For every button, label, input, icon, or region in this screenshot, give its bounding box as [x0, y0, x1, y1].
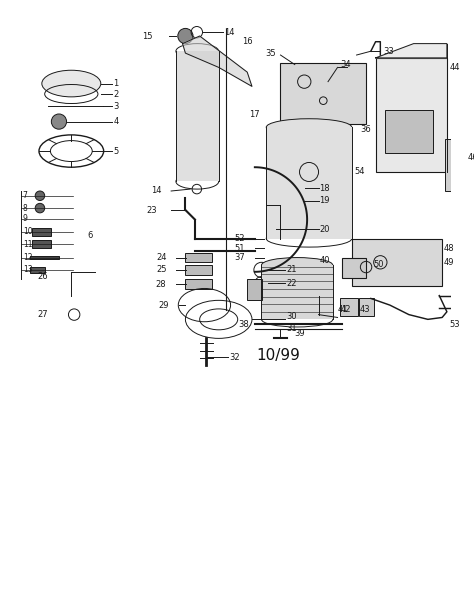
Bar: [266, 127, 352, 239]
Text: 38: 38: [238, 320, 249, 328]
Bar: [359, 298, 374, 316]
Text: 10: 10: [23, 227, 32, 236]
Circle shape: [51, 114, 66, 129]
Text: 7: 7: [23, 191, 27, 200]
Text: 26: 26: [37, 272, 47, 281]
Circle shape: [35, 191, 45, 201]
Ellipse shape: [262, 257, 333, 273]
Bar: [185, 253, 212, 262]
Text: 22: 22: [286, 279, 297, 288]
Text: 33: 33: [383, 47, 394, 56]
Text: 48: 48: [444, 244, 455, 252]
Text: 19: 19: [319, 196, 330, 205]
Text: 46: 46: [468, 154, 474, 162]
Text: 28: 28: [156, 280, 166, 289]
Polygon shape: [182, 36, 252, 87]
Bar: [281, 63, 366, 125]
Bar: [445, 139, 466, 191]
Bar: [30, 267, 45, 273]
Text: 41: 41: [337, 305, 348, 314]
Text: 30: 30: [286, 312, 297, 321]
Bar: [185, 279, 212, 289]
Text: 10/99: 10/99: [257, 348, 301, 363]
Text: 1: 1: [113, 79, 118, 88]
Bar: [32, 228, 51, 236]
Bar: [30, 255, 59, 260]
Text: 25: 25: [156, 265, 166, 274]
Bar: [247, 279, 263, 300]
Text: 9: 9: [23, 214, 27, 223]
Text: 52: 52: [235, 234, 246, 243]
Text: 49: 49: [444, 258, 455, 267]
Text: 5: 5: [113, 147, 118, 155]
Text: 36: 36: [360, 125, 371, 134]
Text: 51: 51: [235, 244, 246, 252]
Text: 21: 21: [286, 265, 297, 274]
Text: 11: 11: [23, 239, 32, 249]
Bar: [385, 110, 433, 153]
Text: 31: 31: [286, 324, 297, 333]
Circle shape: [178, 28, 193, 44]
Circle shape: [35, 203, 45, 213]
Text: 37: 37: [235, 253, 246, 262]
Text: 2: 2: [113, 90, 118, 98]
Text: 12: 12: [23, 253, 32, 262]
Bar: [340, 298, 357, 316]
Text: 24: 24: [156, 253, 166, 262]
Text: 40: 40: [319, 256, 330, 265]
Bar: [32, 241, 51, 248]
Bar: [342, 257, 366, 279]
Text: 34: 34: [340, 60, 351, 69]
Text: 4: 4: [113, 117, 118, 126]
Text: 23: 23: [146, 206, 157, 214]
Text: 13: 13: [23, 265, 32, 274]
Text: 50: 50: [374, 260, 384, 269]
Text: 27: 27: [37, 310, 47, 319]
Bar: [176, 51, 219, 182]
Text: 53: 53: [450, 320, 460, 328]
Text: 14: 14: [151, 187, 162, 195]
Bar: [375, 58, 447, 172]
Text: 43: 43: [359, 305, 370, 314]
Ellipse shape: [266, 119, 352, 136]
Text: 44: 44: [450, 63, 460, 72]
Text: 14: 14: [224, 28, 235, 37]
Ellipse shape: [42, 70, 101, 97]
Text: 6: 6: [88, 231, 93, 240]
Bar: [262, 265, 333, 319]
Text: 18: 18: [319, 184, 330, 193]
Text: 17: 17: [249, 111, 260, 120]
Text: 42: 42: [340, 305, 351, 314]
Text: 35: 35: [265, 49, 276, 58]
Text: 3: 3: [113, 102, 118, 111]
Bar: [352, 239, 442, 286]
Text: 15: 15: [142, 31, 152, 41]
Text: 20: 20: [319, 225, 330, 233]
Text: 54: 54: [355, 168, 365, 176]
Bar: [185, 265, 212, 274]
Text: 29: 29: [159, 301, 169, 309]
Polygon shape: [375, 44, 447, 58]
Text: 39: 39: [295, 329, 305, 338]
Text: 8: 8: [23, 204, 27, 212]
Text: 32: 32: [229, 353, 240, 362]
Text: 16: 16: [243, 37, 253, 46]
